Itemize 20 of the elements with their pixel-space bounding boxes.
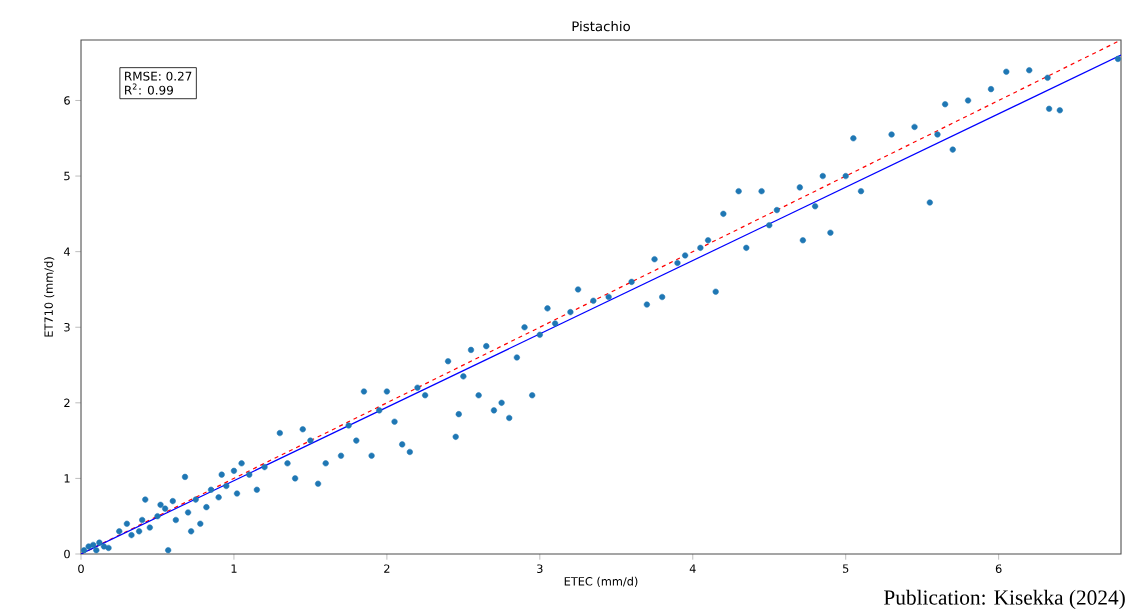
x-tick-label: 3 — [537, 564, 543, 573]
x-axis-title: ETEC (mm/d) — [564, 576, 638, 587]
annotation: R$^{2}$: 0.99 — [125, 83, 173, 95]
x-tick-label: 5 — [842, 564, 849, 573]
annotation: RMSE: 0.27 — [125, 71, 192, 81]
x-tick-label: 6 — [995, 564, 1002, 573]
x-tick-label: 2 — [384, 564, 390, 573]
y-tick-label: 3 — [64, 322, 70, 332]
text: Publication: Kisekka (2024) — [884, 589, 1125, 610]
y-tick-label: 4 — [63, 247, 70, 256]
y-tick-label: 6 — [64, 96, 70, 105]
y-tick-label: 5 — [64, 171, 70, 181]
x-tick-label: 0 — [78, 564, 84, 573]
y-tick-label: 1 — [64, 474, 70, 483]
x-tick-label: 4 — [689, 564, 696, 573]
y-axis-title: ET710 (mm/d) — [44, 257, 55, 337]
y-tick-label: 2 — [64, 398, 70, 408]
x-tick-label: 1 — [231, 564, 237, 573]
chart-title: Pistachio — [572, 20, 631, 32]
y-tick-label: 0 — [64, 549, 70, 559]
